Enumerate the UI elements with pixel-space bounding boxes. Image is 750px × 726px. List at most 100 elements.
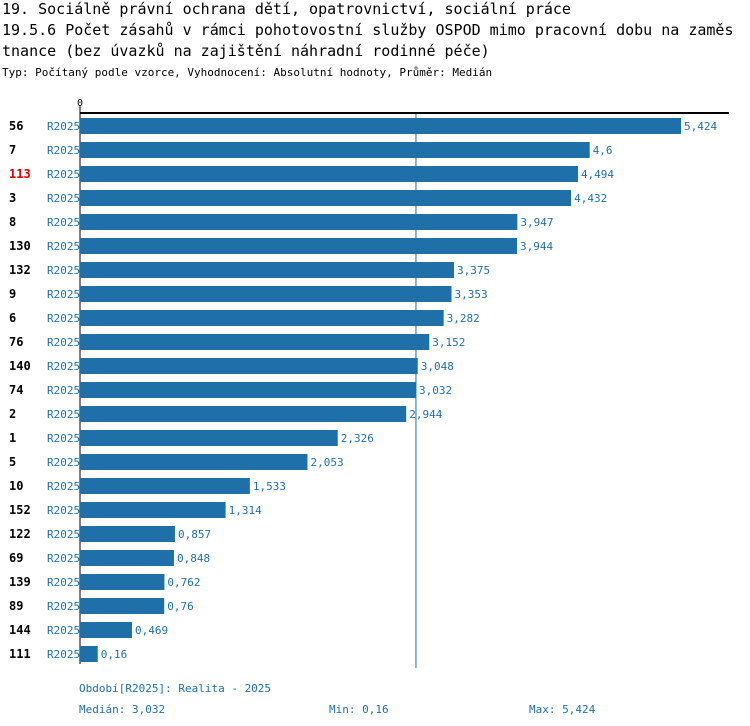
series-label: R2025 [47,120,80,133]
series-label: R2025 [47,648,80,661]
axis-zero-label: 0 [77,98,83,109]
category-label: 132 [9,263,31,277]
category-label: 76 [9,335,23,349]
category-label: 140 [9,359,31,373]
footer-min: Min: 0,16 [329,703,389,716]
series-label: R2025 [47,264,80,277]
value-label: 3,282 [447,312,480,325]
value-label: 3,353 [455,288,488,301]
series-label: R2025 [47,360,80,373]
bar [80,454,308,470]
value-label: 3,375 [457,264,490,277]
bar [80,214,518,230]
footer-max: Max: 5,424 [529,703,596,716]
series-label: R2025 [47,504,80,517]
value-label: 4,6 [593,144,613,157]
value-label: 0,762 [167,576,200,589]
category-label: 2 [9,407,16,421]
bar [80,622,132,638]
category-label: 89 [9,599,23,613]
value-label: 2,053 [310,456,343,469]
bar [80,142,590,158]
category-label: 139 [9,575,31,589]
series-label: R2025 [47,168,80,181]
value-label: 3,944 [520,240,553,253]
category-label: 111 [9,647,31,661]
series-label: R2025 [47,216,80,229]
value-label: 1,533 [253,480,286,493]
bar [80,262,454,278]
series-label: R2025 [47,480,80,493]
value-label: 3,032 [419,384,452,397]
bar [80,166,578,182]
value-label: 5,424 [684,120,717,133]
value-label: 0,857 [178,528,211,541]
value-label: 0,469 [135,624,168,637]
series-label: R2025 [47,288,80,301]
series-label: R2025 [47,576,80,589]
series-label: R2025 [47,312,80,325]
category-label: 74 [9,383,23,397]
series-label: R2025 [47,144,80,157]
bar [80,238,518,254]
value-label: 2,944 [409,408,442,421]
category-label: 56 [9,119,23,133]
category-label: 10 [9,479,23,493]
series-label: R2025 [47,456,80,469]
value-label: 3,947 [520,216,553,229]
series-label: R2025 [47,336,80,349]
category-label: 122 [9,527,31,541]
category-label: 144 [9,623,31,637]
series-label: R2025 [47,600,80,613]
bar [80,286,452,302]
series-label: R2025 [47,384,80,397]
footer-period: Období[R2025]: Realita - 2025 [79,682,272,695]
bar [80,190,572,206]
chart-title-line-2: tnance (bez úvazků na zajištění náhradní… [2,42,490,60]
bar [80,406,407,422]
value-label: 0,848 [177,552,210,565]
series-label: R2025 [47,528,80,541]
bar [80,574,165,590]
bar [80,382,416,398]
bar [80,502,226,518]
bar [80,646,98,662]
series-label: R2025 [47,624,80,637]
value-label: 0,16 [101,648,128,661]
value-label: 2,326 [341,432,374,445]
chart-subtitle: Typ: Počítaný podle vzorce, Vyhodnocení:… [2,66,493,79]
series-label: R2025 [47,432,80,445]
bar [80,334,430,350]
category-label: 130 [9,239,31,253]
series-label: R2025 [47,408,80,421]
series-label: R2025 [47,552,80,565]
bar [80,358,418,374]
bar [80,310,444,326]
bar [80,478,250,494]
bar [80,526,175,542]
series-label: R2025 [47,192,80,205]
category-label: 1 [9,431,16,445]
footer-median: Medián: 3,032 [79,703,166,716]
value-label: 4,494 [581,168,614,181]
value-label: 4,432 [574,192,607,205]
category-label: 152 [9,503,31,517]
bar [80,118,681,134]
bar [80,598,165,614]
value-label: 0,76 [167,600,194,613]
chart-title-line-1: 19.5.6 Počet zásahů v rámci pohotovostní… [2,21,734,39]
category-label: 5 [9,455,16,469]
value-label: 3,048 [421,360,454,373]
category-label: 113 [9,167,31,181]
category-label: 3 [9,191,16,205]
category-label: 69 [9,551,23,565]
value-label: 3,152 [432,336,465,349]
category-label: 6 [9,311,16,325]
series-label: R2025 [47,240,80,253]
category-label: 8 [9,215,16,229]
chart-title-section: 19. Sociálně právní ochrana dětí, opatro… [2,0,571,18]
category-label: 9 [9,287,16,301]
bar [80,550,174,566]
value-label: 1,314 [229,504,262,517]
